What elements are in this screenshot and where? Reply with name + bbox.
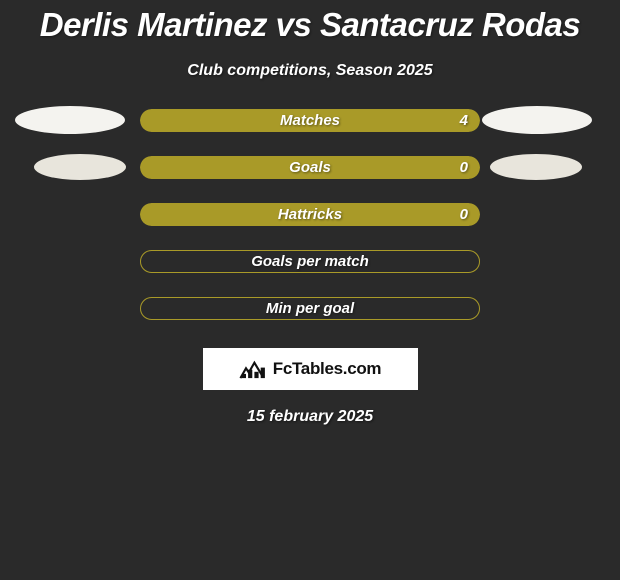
date-label: 15 february 2025 <box>247 408 373 426</box>
stat-label: Goals per match <box>141 251 479 272</box>
root-container: Derlis Martinez vs Santacruz Rodas Club … <box>0 0 620 580</box>
decor-ellipse-right <box>482 106 592 134</box>
stat-bar: Matches4 <box>140 109 480 132</box>
stat-value: 4 <box>460 109 468 132</box>
stats-area: Matches4Goals0Hattricks0Goals per matchM… <box>0 108 620 320</box>
stat-bar: Min per goal <box>140 297 480 320</box>
subtitle: Club competitions, Season 2025 <box>187 62 432 80</box>
stat-bar: Hattricks0 <box>140 203 480 226</box>
stat-row: Goals per match <box>10 249 610 273</box>
page-title: Derlis Martinez vs Santacruz Rodas <box>40 6 581 44</box>
badge-text: FcTables.com <box>273 359 382 379</box>
source-badge: FcTables.com <box>203 348 418 390</box>
stat-row: Min per goal <box>10 296 610 320</box>
fctables-icon <box>239 358 267 380</box>
stat-value: 0 <box>460 203 468 226</box>
stat-bar: Goals0 <box>140 156 480 179</box>
stat-label: Matches <box>140 109 480 132</box>
stat-bar: Goals per match <box>140 250 480 273</box>
stat-label: Min per goal <box>141 298 479 319</box>
stat-row: Matches4 <box>10 108 610 132</box>
decor-ellipse-left <box>34 154 126 180</box>
decor-ellipse-right <box>490 154 582 180</box>
stat-row: Hattricks0 <box>10 202 610 226</box>
stat-row: Goals0 <box>10 155 610 179</box>
stat-value: 0 <box>460 156 468 179</box>
stat-label: Goals <box>140 156 480 179</box>
stat-label: Hattricks <box>140 203 480 226</box>
decor-ellipse-left <box>15 106 125 134</box>
